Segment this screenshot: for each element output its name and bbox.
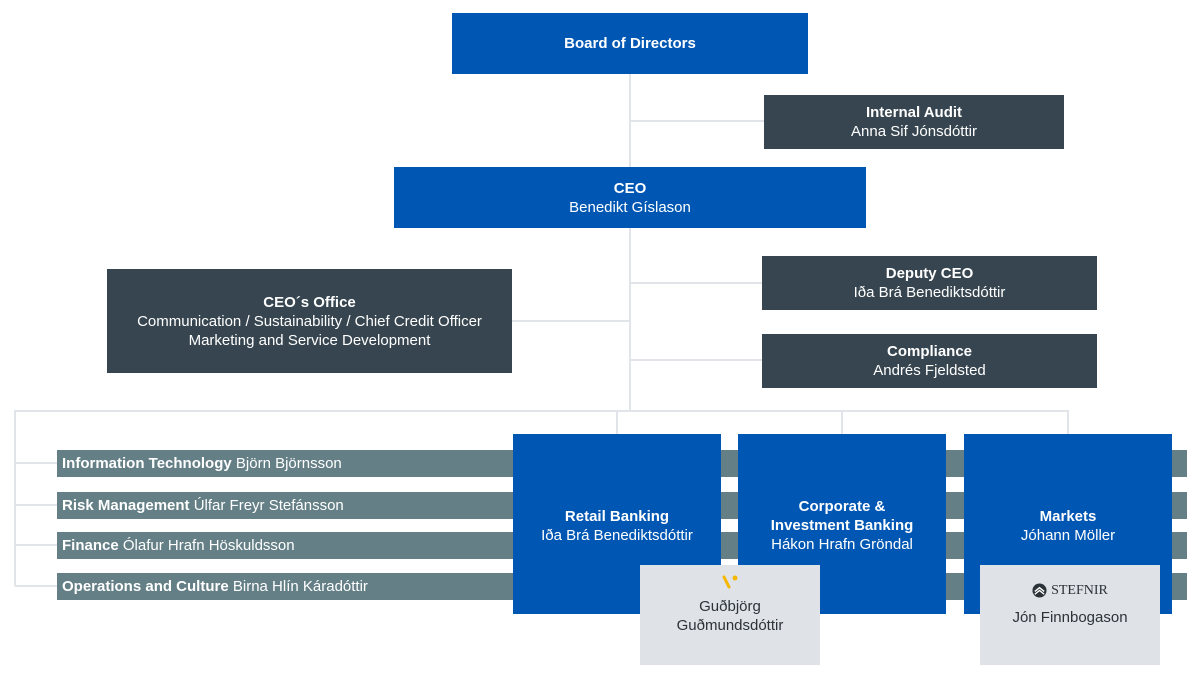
ceo-box: CEO Benedikt Gíslason xyxy=(394,167,866,228)
connector xyxy=(15,544,57,546)
ceo-office-box: CEO´s Office Communication / Sustainabil… xyxy=(107,269,512,373)
division-title-2: Investment Banking xyxy=(770,517,914,534)
deputy-ceo-box: Deputy CEO Iða Brá Benediktsdóttir xyxy=(762,256,1097,310)
subsidiary-name: Jón Finnbogason xyxy=(1012,609,1128,626)
compliance-box: Compliance Andrés Fjeldsted xyxy=(762,334,1097,388)
ceo-name: Benedikt Gíslason xyxy=(569,198,691,216)
board-title: Board of Directors xyxy=(564,35,696,52)
stefnir-logo-text: STEFNIR xyxy=(1051,583,1108,598)
connector xyxy=(15,585,57,587)
audit-title: Internal Audit xyxy=(865,104,963,121)
internal-audit-box: Internal Audit Anna Sif Jónsdóttir xyxy=(764,95,1064,149)
connector xyxy=(511,320,630,322)
ceo-title: CEO xyxy=(613,179,647,197)
connector xyxy=(841,410,843,434)
support-title: Finance xyxy=(62,537,119,554)
support-title: Information Technology xyxy=(62,455,232,472)
compliance-name: Andrés Fjeldsted xyxy=(873,362,986,379)
connector xyxy=(1067,410,1069,434)
connector xyxy=(15,462,57,464)
ceo-office-line1: Communication / Sustainability / Chief C… xyxy=(137,312,482,330)
support-name: Úlfar Freyr Stefánsson xyxy=(193,497,344,514)
connector xyxy=(15,504,57,506)
connector xyxy=(629,73,631,411)
connector xyxy=(630,359,762,361)
support-title: Risk Management xyxy=(62,497,190,514)
compliance-title: Compliance xyxy=(886,343,973,360)
connector xyxy=(630,120,764,122)
connector xyxy=(14,410,16,586)
division-title: Corporate & xyxy=(798,498,886,515)
audit-name: Anna Sif Jónsdóttir xyxy=(851,123,977,140)
deputy-name: Iða Brá Benediktsdóttir xyxy=(853,284,1006,301)
support-name: Ólafur Hrafn Höskuldsson xyxy=(122,537,295,554)
connector xyxy=(616,410,618,434)
deputy-title: Deputy CEO xyxy=(885,265,974,282)
stefnir-logo: STEFNIR xyxy=(1032,581,1108,600)
ceo-office-line2: Marketing and Service Development xyxy=(188,331,431,349)
division-name: Hákon Hrafn Gröndal xyxy=(771,536,913,553)
division-title: Retail Banking xyxy=(564,508,670,525)
division-name: Jóhann Möller xyxy=(1020,527,1116,544)
division-name: Iða Brá Benediktsdóttir xyxy=(541,527,693,544)
stefnir-logo-icon xyxy=(1032,583,1047,598)
subsidiary-box: Guðbjörg Guðmundsdóttir xyxy=(640,565,820,665)
subsidiary-name: Guðbjörg xyxy=(699,598,761,615)
division-title: Markets xyxy=(1039,508,1097,525)
support-name: Birna Hlín Káradóttir xyxy=(232,578,368,595)
connector xyxy=(630,282,762,284)
subsidiary-logo-icon xyxy=(722,575,738,589)
connector xyxy=(15,410,1069,412)
ceo-office-title: CEO´s Office xyxy=(263,293,356,311)
subsidiary-box-stefnir: STEFNIR Jón Finnbogason xyxy=(980,565,1160,665)
support-name: Björn Björnsson xyxy=(235,455,342,472)
support-title: Operations and Culture xyxy=(62,578,229,595)
subsidiary-name-2: Guðmundsdóttir xyxy=(676,617,784,634)
board-of-directors-box: Board of Directors xyxy=(452,13,808,74)
